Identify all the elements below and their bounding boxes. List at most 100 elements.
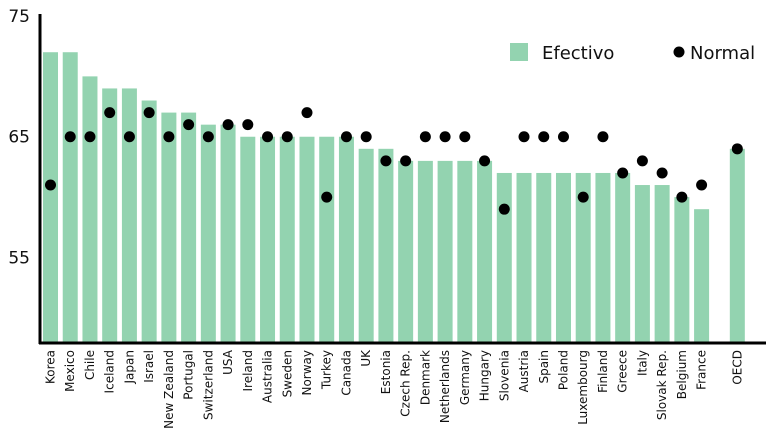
x-label-finland: Finland — [596, 350, 610, 393]
x-label-switzerland: Switzerland — [201, 350, 215, 420]
bar-japan — [121, 88, 137, 342]
bar-canada — [338, 136, 354, 342]
y-tick-75: 75 — [8, 7, 30, 27]
dot-netherlands — [439, 131, 451, 143]
bar-australia — [260, 136, 276, 342]
dot-belgium — [676, 191, 688, 203]
x-label-korea: Korea — [44, 350, 58, 384]
x-label-slovak-rep: Slovak Rep. — [655, 350, 669, 420]
x-label-france: France — [695, 350, 709, 390]
dot-portugal — [183, 119, 195, 131]
dot-slovenia — [498, 203, 510, 215]
dot-estonia — [380, 155, 392, 167]
bar-france — [694, 209, 710, 342]
dot-chile — [84, 131, 96, 143]
dot-spain — [538, 131, 550, 143]
dot-uk — [360, 131, 372, 143]
dot-poland — [557, 131, 569, 143]
x-label-canada: Canada — [339, 350, 353, 396]
dot-czech-rep — [400, 155, 412, 167]
x-label-australia: Australia — [261, 350, 275, 403]
x-label-israel: Israel — [142, 350, 156, 383]
x-label-norway: Norway — [300, 350, 314, 396]
dot-iceland — [104, 107, 116, 119]
dot-luxembourg — [577, 191, 589, 203]
x-label-uk: UK — [359, 349, 373, 367]
bar-netherlands — [437, 160, 453, 342]
dot-greece — [617, 167, 629, 179]
bar-portugal — [181, 112, 197, 342]
bar-italy — [634, 185, 650, 342]
dot-france — [696, 179, 708, 191]
x-label-mexico: Mexico — [63, 350, 77, 392]
bar-norway — [299, 136, 315, 342]
x-label-czech-rep: Czech Rep. — [399, 350, 413, 417]
dot-turkey — [321, 191, 333, 203]
bar-greece — [615, 172, 631, 342]
y-tick-55: 55 — [8, 248, 30, 268]
bar-mexico — [62, 52, 78, 342]
dot-finland — [597, 131, 609, 143]
x-label-chile: Chile — [83, 350, 97, 380]
dot-switzerland — [202, 131, 214, 143]
x-tick-labels: Korea Mexico Chile Iceland Japan Israel New Ze… — [44, 349, 745, 429]
x-label-new-zealand: New Zealand — [162, 350, 176, 429]
dot-italy — [636, 155, 648, 167]
x-label-ireland: Ireland — [241, 350, 255, 392]
bar-poland — [555, 172, 571, 342]
dot-new-zealand — [163, 131, 175, 143]
dot-mexico — [64, 131, 76, 143]
dot-australia — [262, 131, 274, 143]
dot-germany — [459, 131, 471, 143]
x-label-iceland: Iceland — [103, 350, 117, 393]
x-label-italy: Italy — [635, 350, 649, 376]
bar-ireland — [240, 136, 256, 342]
bar-sweden — [279, 136, 295, 342]
dot-slovak-rep — [656, 167, 668, 179]
x-label-turkey: Turkey — [320, 350, 334, 390]
bar-oecd — [729, 148, 745, 342]
x-label-denmark: Denmark — [418, 350, 432, 405]
bar-spain — [536, 172, 552, 342]
x-label-spain: Spain — [537, 350, 551, 384]
dot-hungary — [479, 155, 491, 167]
dot-ireland — [242, 119, 254, 131]
dots-layer — [45, 107, 743, 215]
x-label-estonia: Estonia — [379, 350, 393, 394]
legend-label-normal: Normal — [690, 43, 755, 64]
bar-iceland — [102, 88, 118, 342]
bar-usa — [220, 124, 236, 343]
y-tick-65: 65 — [8, 128, 30, 148]
bar-chile — [82, 76, 98, 343]
x-label-germany: Germany — [458, 350, 472, 405]
dot-norway — [301, 107, 313, 119]
bar-czech-rep — [398, 160, 414, 342]
legend-marker-normal — [673, 46, 685, 58]
bar-germany — [457, 160, 473, 342]
x-label-hungary: Hungary — [478, 350, 492, 401]
x-label-oecd: OECD — [730, 350, 744, 385]
bar-estonia — [378, 148, 394, 342]
x-label-usa: USA — [221, 349, 235, 375]
legend-label-efectivo: Efectivo — [542, 43, 614, 64]
x-label-greece: Greece — [616, 350, 630, 393]
dot-oecd — [731, 143, 743, 155]
bars-layer — [43, 52, 745, 343]
legend-swatch-efectivo — [510, 43, 528, 61]
bar-korea — [43, 52, 58, 342]
bar-slovak-rep — [654, 185, 670, 342]
dot-japan — [123, 131, 135, 143]
bar-israel — [141, 100, 157, 342]
y-tick-labels: 55 65 75 — [8, 7, 30, 268]
bar-slovenia — [496, 172, 512, 342]
bar-finland — [595, 172, 611, 342]
x-label-netherlands: Netherlands — [438, 350, 452, 423]
legend: Efectivo Normal — [510, 43, 755, 64]
bar-uk — [358, 148, 374, 342]
x-label-japan: Japan — [122, 350, 136, 384]
x-label-luxembourg: Luxembourg — [576, 350, 590, 425]
dot-sweden — [281, 131, 293, 143]
bar-austria — [516, 172, 532, 342]
bar-new-zealand — [161, 112, 177, 342]
